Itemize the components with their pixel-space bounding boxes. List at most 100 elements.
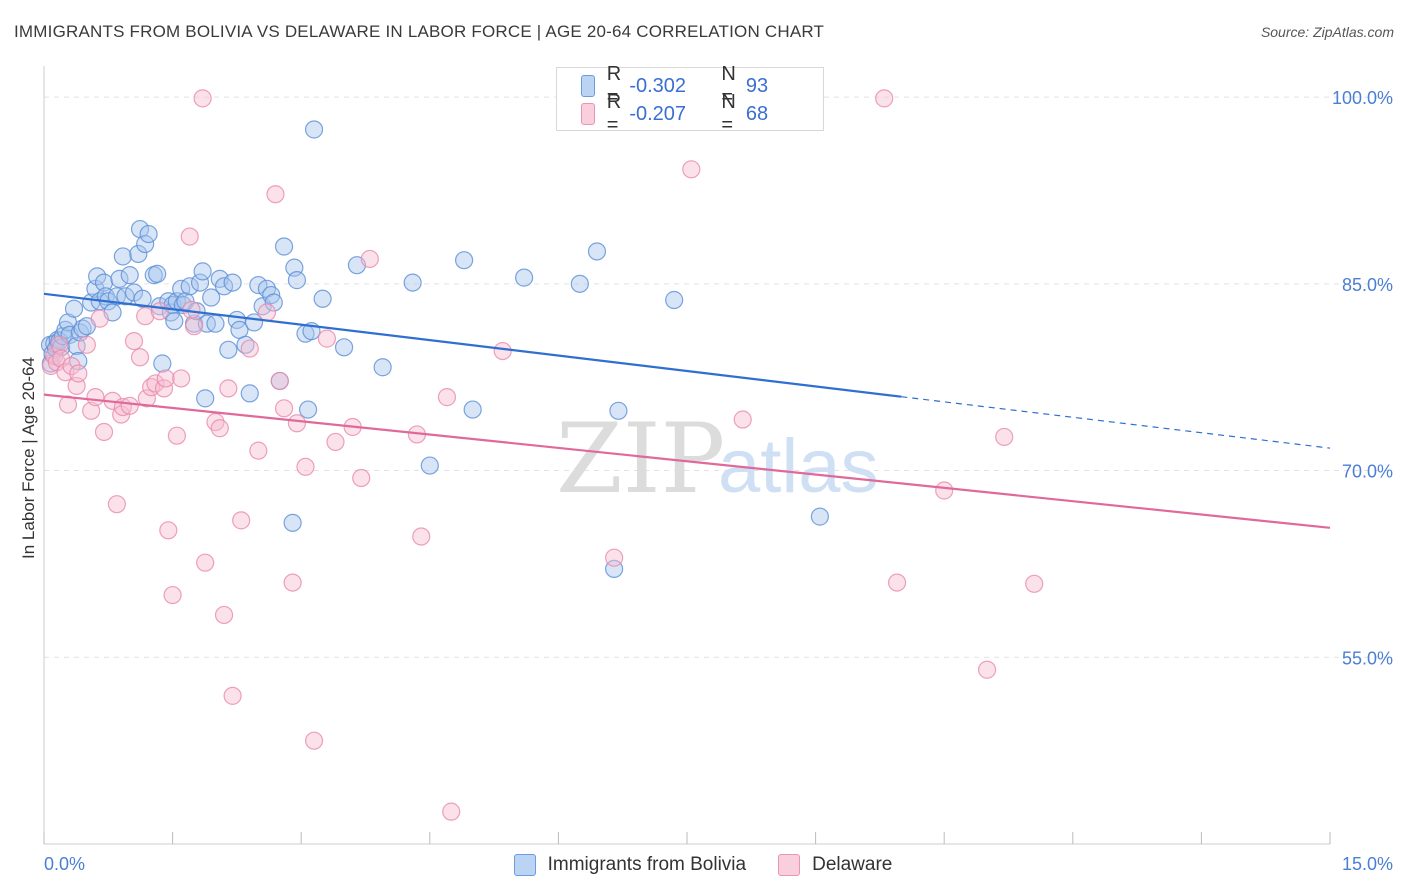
legend-item-delaware[interactable]: Delaware [778,854,892,876]
point-bolivia [262,285,281,305]
point-delaware [52,349,71,368]
point-delaware [287,414,307,433]
axis-layer [43,66,1331,845]
point-delaware [150,302,169,321]
point-delaware [124,332,144,351]
point-bolivia [223,273,242,292]
point-bolivia [298,400,318,419]
point-delaware [283,573,302,592]
legend-item-bolivia[interactable]: Immigrants from Bolivia [513,854,747,876]
point-delaware [977,660,997,679]
legend-box: R = -0.302 N = 93 R = -0.207 N = 68 [556,63,824,136]
point-bolivia [180,277,199,296]
point-bolivia [609,401,628,420]
chart-source: Source: ZipAtlas.com [1260,24,1394,40]
point-delaware [163,585,182,605]
point-bolivia [148,264,167,283]
point-delaware [193,89,212,108]
watermark-zip: ZIP [556,403,725,515]
point-delaware [219,379,238,398]
point-delaware [995,427,1014,447]
point-delaware [50,335,69,354]
point-bolivia [129,244,148,264]
point-bolivia [463,400,482,419]
point-delaware [240,339,259,358]
point-delaware [146,374,165,393]
point-delaware [249,441,268,460]
point-delaware [935,481,954,500]
point-delaware [82,401,101,420]
point-delaware [107,495,126,514]
point-bolivia [810,507,829,526]
point-delaware [172,369,191,388]
y-tick-label: 55.0% [1342,648,1393,668]
legend-label-delaware: Delaware [812,854,893,875]
point-bolivia [283,513,302,532]
point-delaware [352,468,371,488]
point-bolivia [113,247,132,266]
point-delaware [875,89,894,108]
point-delaware [196,553,215,572]
point-bolivia [665,290,684,310]
point-bolivia [202,288,221,307]
point-bolivia [64,299,84,318]
point-bolivia [193,262,212,281]
trend-line-dashed [901,396,1331,449]
point-bolivia [304,120,324,139]
point-bolivia [133,289,152,308]
point-delaware [94,422,114,442]
point-delaware [266,185,285,204]
point-bolivia [264,293,283,312]
point-delaware [317,329,337,348]
legend-swatch-blue [581,75,595,97]
legend-n-value: 93 [745,74,769,97]
point-delaware [1025,574,1044,593]
point-bolivia [334,338,354,357]
point-delaware [159,521,178,540]
legend-n-label: N = [721,91,736,136]
point-bolivia [373,358,392,377]
points-layer [40,89,1044,821]
point-delaware [270,371,289,391]
point-delaware [360,249,379,269]
legend-r-value: -0.302 [629,74,687,97]
legend-r-label: R = [606,63,622,108]
point-bolivia [219,340,238,359]
point-delaware [77,335,96,354]
point-delaware [136,307,155,326]
point-bolivia [587,242,607,261]
point-delaware [156,369,175,388]
y-axis-label: In Labor Force | Age 20-64 [19,357,38,559]
y-tick-label: 70.0% [1342,462,1393,482]
point-bolivia [165,312,184,331]
x-tick-label: 0.0% [44,854,85,874]
legend-label-bolivia: Immigrants from Bolivia [547,854,747,875]
bottom-legend: Immigrants from Bolivia Delaware [0,852,1406,878]
point-bolivia [139,224,158,244]
legend-r-value: -0.207 [629,102,687,125]
point-delaware [167,426,186,445]
point-delaware [180,227,199,246]
point-delaware [296,457,315,476]
point-delaware [442,802,461,821]
point-bolivia [403,273,422,292]
point-bolivia [110,269,129,288]
point-delaware [232,511,251,530]
trend-line [43,292,902,398]
point-delaware [326,432,345,452]
point-delaware [304,731,324,750]
point-bolivia [120,266,139,285]
point-delaware [86,388,105,407]
point-bolivia [136,234,155,254]
legend-n-value: 68 [745,102,769,125]
point-bolivia [274,237,294,256]
point-delaware [90,309,109,328]
point-delaware [887,573,907,592]
x-tick-label: 15.0% [1342,854,1393,874]
point-delaware [137,389,156,408]
legend-n-label: N = [721,63,736,108]
legend-swatch-pink [778,854,801,876]
legend-r-label: R = [606,91,622,136]
point-bolivia [287,271,307,290]
point-delaware [257,303,277,322]
